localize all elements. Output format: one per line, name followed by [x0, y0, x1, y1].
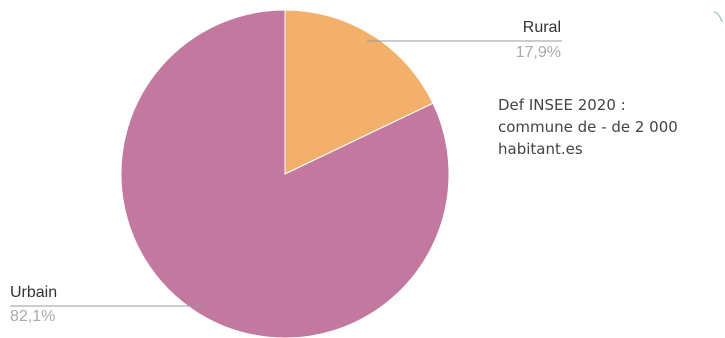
definition-note: Def INSEE 2020 : commune de - de 2 000 h…: [498, 94, 722, 160]
corner-decoration-icon: [713, 11, 723, 23]
percent-rural: 17,9%: [516, 44, 561, 61]
note-line-1: Def INSEE 2020 :: [498, 96, 626, 114]
label-urbain: Urbain: [10, 284, 57, 301]
slice-rural: [284, 9, 434, 175]
slice-urbain: [120, 9, 450, 338]
note-line-2: commune de - de 2 000: [498, 118, 678, 136]
percent-urbain: 82,1%: [10, 308, 55, 325]
note-line-3: habitant.es: [498, 140, 583, 158]
label-rural: Rural: [523, 19, 561, 36]
